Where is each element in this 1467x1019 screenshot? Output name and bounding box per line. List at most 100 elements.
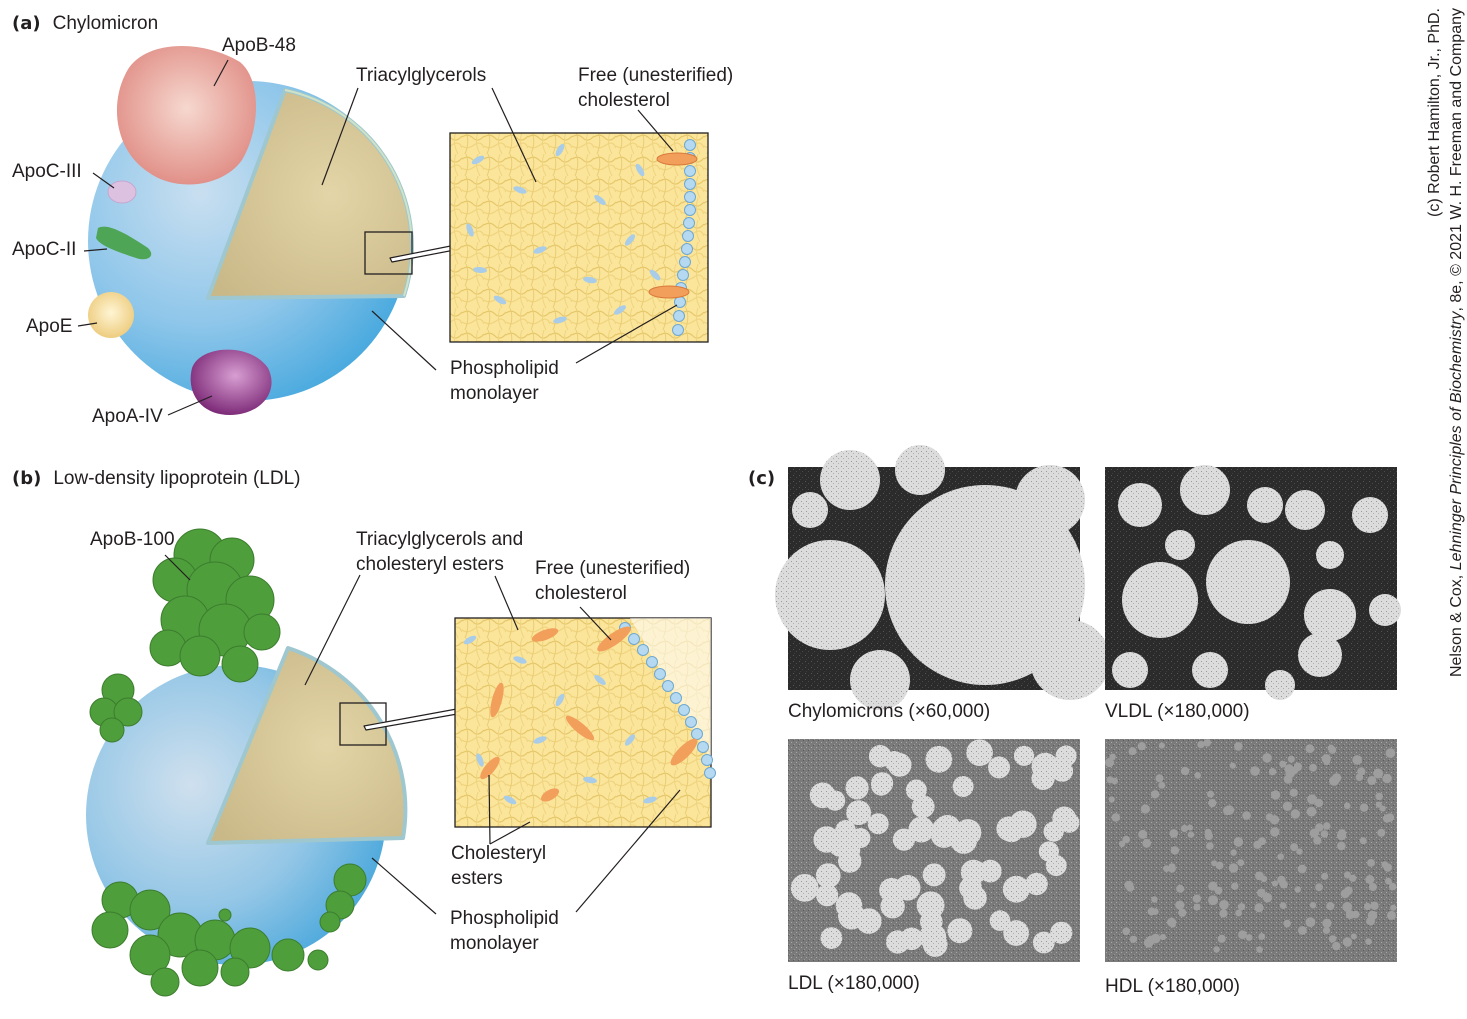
- hdl-particle: [1158, 742, 1165, 749]
- ldl-particle: [925, 745, 953, 773]
- apoc2-protein: [96, 226, 152, 260]
- hdl-particle: [1290, 843, 1299, 852]
- hdl-particle: [1309, 902, 1317, 909]
- hdl-particle: [1314, 798, 1324, 808]
- ldl-particle: [1025, 872, 1048, 896]
- label-apoc2: ApoC-II: [12, 239, 77, 260]
- ldl-inset-free-cholesterol: [670, 738, 698, 766]
- hdl-particle: [1321, 872, 1329, 880]
- hdl-particle: [1178, 908, 1187, 917]
- hdl-particle: [1187, 824, 1193, 831]
- hdl-particle: [1206, 842, 1214, 850]
- caption-ldl: LDL (×180,000): [788, 973, 920, 994]
- hdl-particle: [1365, 938, 1372, 945]
- hdl-particle: [1277, 853, 1284, 860]
- hdl-particle: [1138, 829, 1148, 839]
- label-ldl-free-cholesterol-line1: Free (unesterified): [535, 558, 691, 579]
- hdl-particle: [1207, 790, 1214, 798]
- label-free-cholesterol-line1: Free (unesterified): [578, 65, 734, 86]
- apoa4-protein: [190, 349, 272, 415]
- hdl-particle: [1262, 892, 1273, 903]
- hdl-particle: [1370, 901, 1379, 910]
- hdl-particle: [1142, 838, 1152, 848]
- hdl-particle: [1388, 882, 1397, 891]
- hdl-particle: [1336, 830, 1347, 841]
- ldl-particle: [867, 813, 889, 835]
- credit-publisher: , 8e, © 2021 W. H. Freeman and Company: [1448, 8, 1465, 312]
- ldl-particle: [1050, 921, 1073, 944]
- hdl-particle: [1180, 824, 1189, 833]
- hdl-particle: [1155, 774, 1164, 783]
- hdl-particle: [1367, 776, 1377, 785]
- hdl-particle: [1345, 910, 1355, 919]
- hdl-particle: [1245, 934, 1253, 941]
- copyright-credit: (c) Robert Hamilton, Jr., PhD. Nelson & …: [1424, 8, 1467, 1008]
- panel-b-letter: (b): [12, 468, 42, 489]
- panel-a-heading: (a) Chylomicron: [12, 12, 158, 36]
- hdl-particle: [1122, 927, 1130, 936]
- credit-book-title: Lehninger Principles of Biochemistry: [1448, 311, 1465, 571]
- zoom-box: [364, 231, 413, 275]
- inset-tag-molecules: [466, 143, 661, 324]
- chylomicron-inset: [449, 132, 709, 343]
- hdl-particle: [1270, 790, 1281, 800]
- ldl-particle: [919, 923, 947, 951]
- hdl-particle: [1118, 840, 1126, 848]
- ldl-particle: [871, 775, 892, 796]
- hdl-particle: [1343, 871, 1351, 879]
- hdl-particle: [1204, 832, 1213, 841]
- ldl-particle: [880, 894, 905, 919]
- micrograph-hdl: [1105, 739, 1397, 962]
- ldl-particle: [825, 790, 846, 811]
- hdl-particle: [1237, 903, 1246, 911]
- hdl-particle: [1258, 837, 1266, 846]
- hdl-particle: [1282, 801, 1293, 811]
- label-tag-cholesteryl-line2: cholesteryl esters: [356, 554, 504, 575]
- hdl-particle: [1175, 900, 1185, 910]
- hdl-particle: [1283, 919, 1291, 928]
- hdl-particle: [1344, 886, 1353, 895]
- hdl-particle: [1197, 741, 1205, 749]
- hdl-particle: [1170, 846, 1180, 855]
- hdl-particle: [1250, 766, 1260, 776]
- ldl-particle: [996, 816, 1021, 841]
- hdl-particle: [1307, 794, 1317, 805]
- hdl-particle: [1290, 809, 1301, 819]
- hdl-particle: [1373, 768, 1384, 779]
- hdl-particle: [1176, 884, 1185, 893]
- hdl-particle: [1242, 811, 1251, 820]
- hdl-particle: [1256, 946, 1263, 953]
- label-cholesteryl-esters-line1: Cholesteryl: [451, 843, 547, 864]
- hdl-particle: [1150, 790, 1160, 799]
- ldl-particle: [1002, 875, 1030, 903]
- ldl-particle: [922, 863, 946, 887]
- hdl-particle: [1329, 775, 1340, 786]
- ldl-particle: [790, 874, 819, 902]
- ldl-particle: [1013, 745, 1035, 766]
- hdl-particle: [1126, 883, 1135, 892]
- ldl-inset-tag-molecules: [463, 635, 657, 805]
- hdl-particle: [1255, 871, 1264, 881]
- hdl-particle: [1285, 769, 1295, 779]
- panel-c-heading: (c): [748, 467, 787, 491]
- ldl-particle: [850, 828, 871, 848]
- hdl-particle: [1234, 742, 1243, 751]
- hdl-particle: [1233, 837, 1244, 847]
- hdl-particle: [1269, 815, 1280, 825]
- ldl-inset-phospholipid-heads: [619, 622, 716, 779]
- hdl-particle: [1208, 895, 1219, 906]
- hdl-particle: [1385, 748, 1396, 758]
- ldl-particle: [1052, 806, 1077, 831]
- credit-line2: Nelson & Cox, Lehninger Principles of Bi…: [1446, 8, 1467, 1008]
- hdl-particle: [1305, 744, 1315, 753]
- ldl-particle: [916, 891, 945, 920]
- ldl-particle: [963, 886, 987, 910]
- hdl-particle: [1305, 917, 1316, 928]
- inset-free-cholesterol: [648, 285, 690, 299]
- hdl-particle: [1217, 934, 1226, 943]
- hdl-particle: [1223, 805, 1233, 816]
- hdl-particle: [1387, 910, 1396, 920]
- ldl-particles: [790, 739, 1080, 957]
